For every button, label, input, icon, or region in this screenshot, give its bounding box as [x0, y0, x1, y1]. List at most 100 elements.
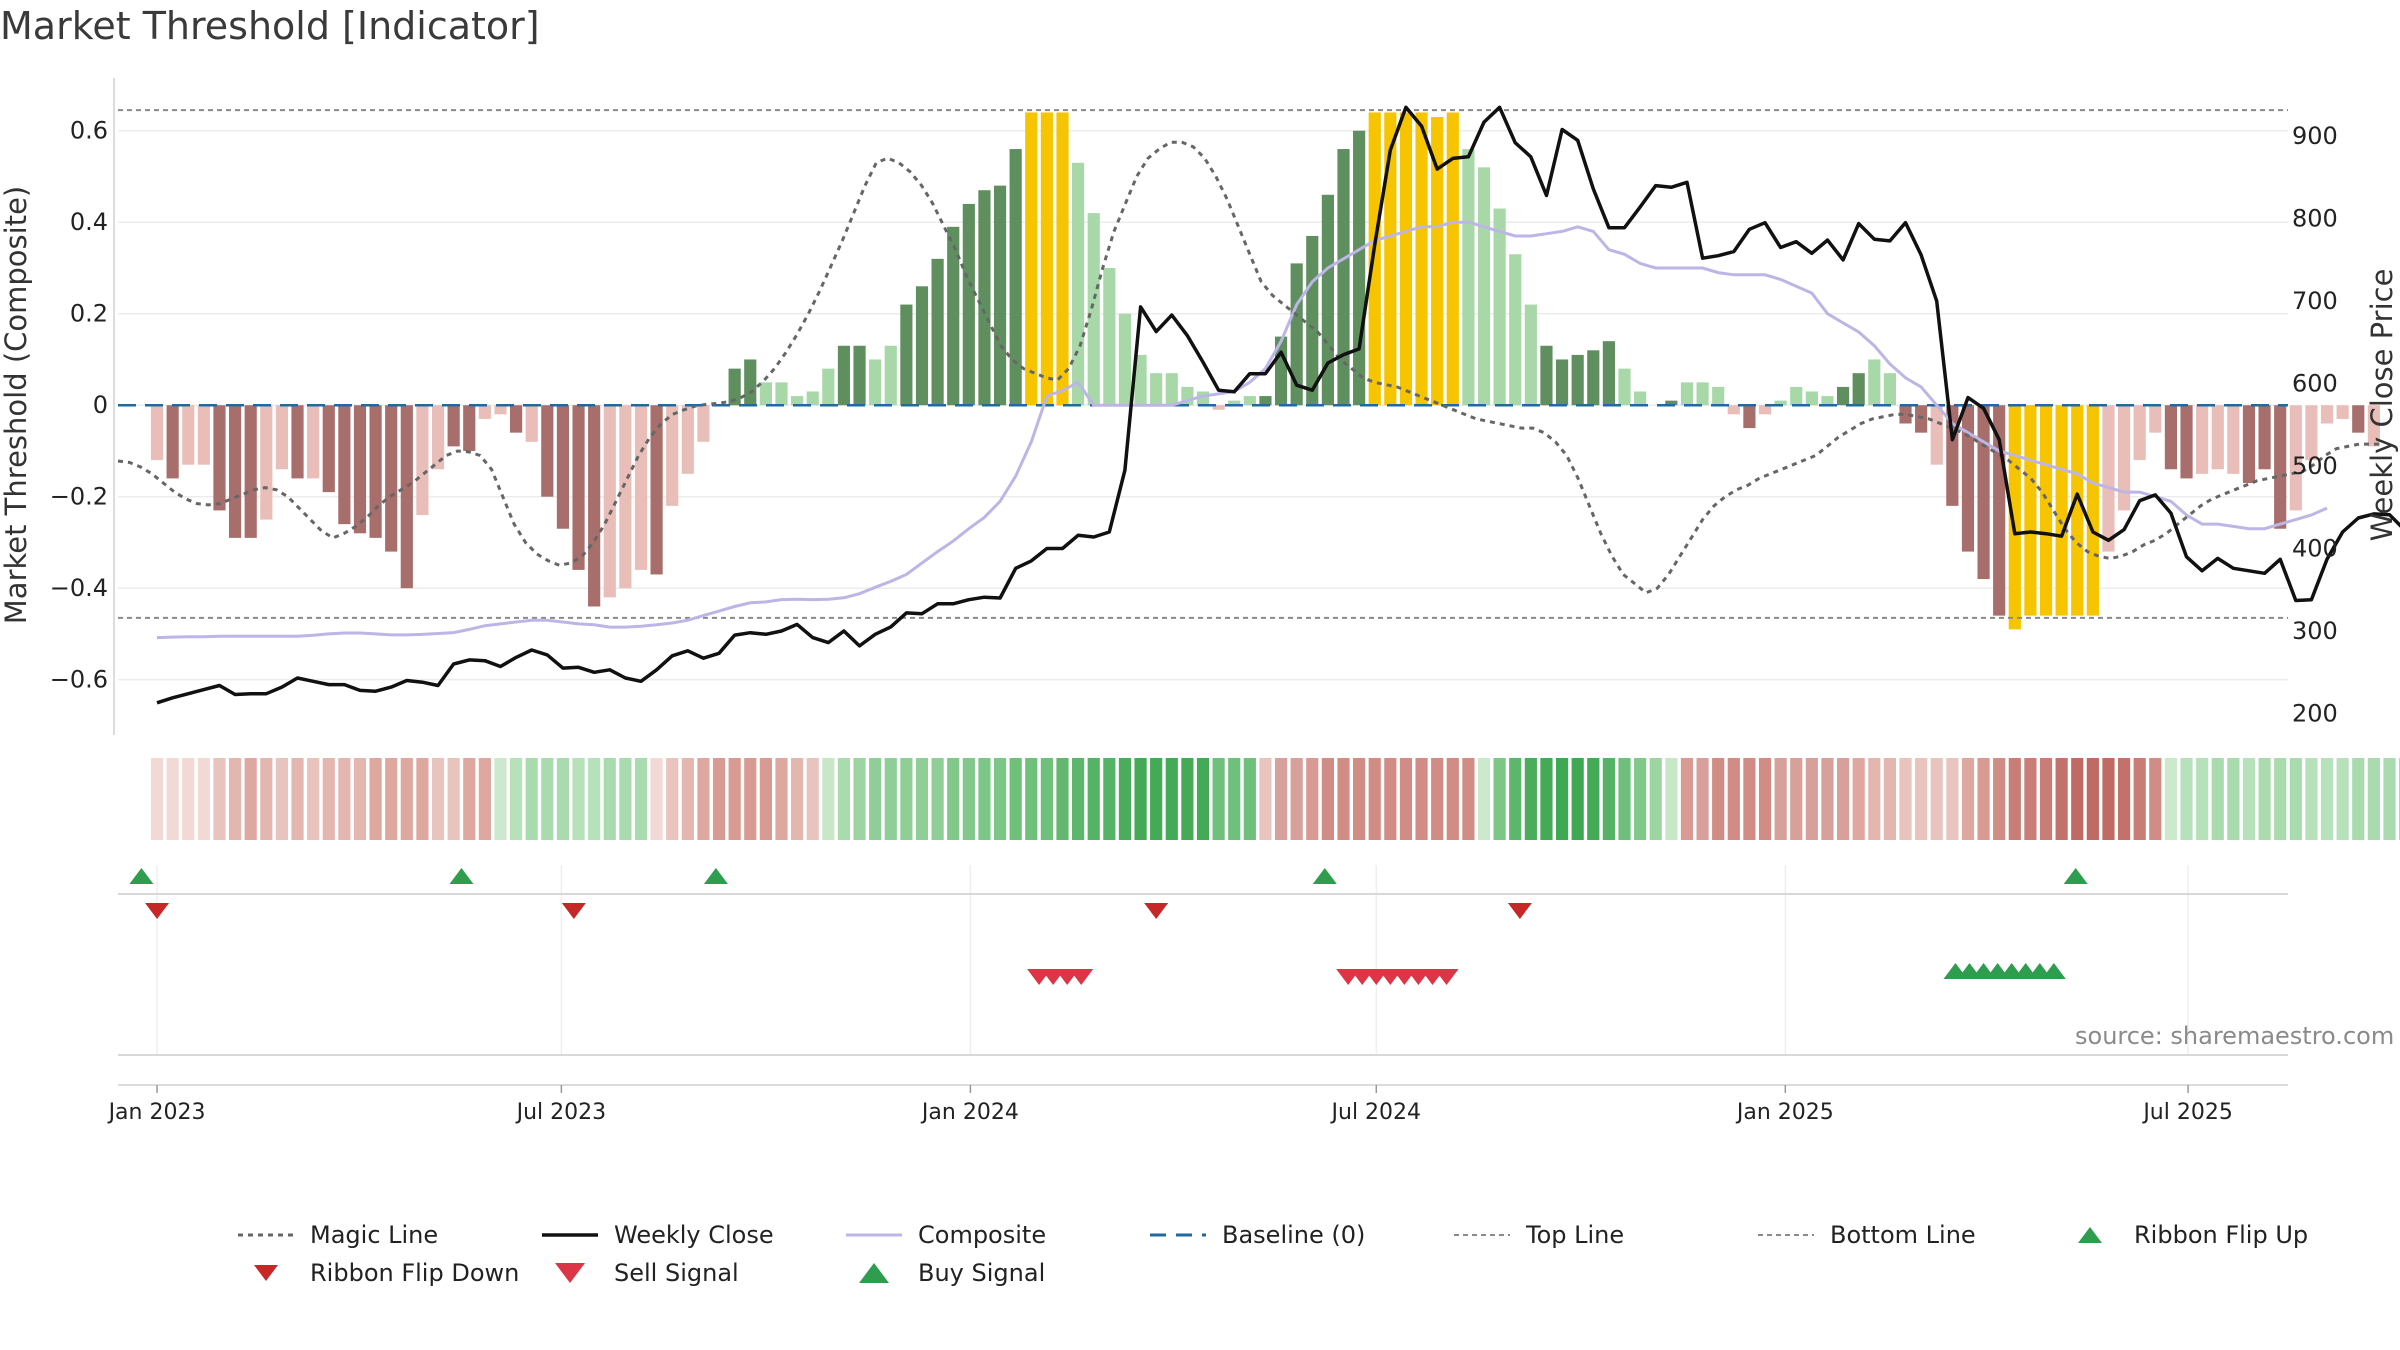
composite-bar: [650, 405, 663, 575]
composite-bar: [385, 405, 398, 552]
composite-bar: [2258, 405, 2271, 470]
legend-swatch: [859, 1263, 889, 1283]
composite-bar: [2180, 405, 2193, 479]
composite-bar: [150, 405, 164, 461]
composite-bar: [1852, 373, 1865, 406]
y2-tick-label: 600: [2292, 370, 2338, 398]
ribbon-cell: [1743, 758, 1756, 840]
composite-bar: [431, 405, 445, 470]
legend-item-sell: Sell Signal: [555, 1259, 739, 1287]
ribbon-cell: [1680, 758, 1694, 840]
composite-bar: [1118, 313, 1132, 406]
legend-label: Sell Signal: [614, 1259, 739, 1287]
composite-bar: [1836, 386, 1850, 406]
ribbon-cell: [166, 758, 179, 840]
ribbon-cell: [463, 758, 476, 840]
composite-bar: [572, 405, 585, 570]
legend-label: Baseline (0): [1222, 1221, 1365, 1249]
ribbon-cell: [1571, 758, 1584, 840]
composite-bar: [447, 405, 460, 447]
ribbon-cell: [2242, 758, 2256, 840]
composite-bar: [2149, 405, 2162, 433]
ribbon-cell: [2383, 758, 2396, 840]
composite-bar: [1961, 405, 1975, 552]
composite-bar: [260, 405, 273, 520]
composite-bar: [931, 258, 944, 406]
legend-label: Weekly Close: [614, 1221, 774, 1249]
composite-bar: [1665, 400, 1678, 406]
ribbon-cell: [494, 758, 507, 840]
composite-bar: [1868, 359, 1881, 406]
ribbon-cell: [634, 758, 648, 840]
composite-bar: [822, 368, 835, 406]
ribbon-cell: [385, 758, 398, 840]
ribbon-cell: [1337, 758, 1350, 840]
legend-item-magic: Magic Line: [238, 1221, 438, 1249]
y-axis-label: Market Threshold (Composite): [0, 186, 33, 624]
y-tick-label: −0.6: [50, 666, 108, 694]
ribbon-cell: [1306, 758, 1319, 840]
ribbon-cell: [1368, 758, 1381, 840]
ribbon-cell: [2180, 758, 2193, 840]
composite-bar: [1899, 405, 1912, 424]
ribbon-cell: [478, 758, 491, 840]
x-tick-label: Jul 2023: [515, 1100, 607, 1125]
composite-bar: [2102, 405, 2115, 552]
composite-bar: [1477, 167, 1491, 406]
composite-bar: [1727, 405, 1740, 415]
ribbon-cell: [1290, 758, 1303, 840]
composite-bar: [1072, 162, 1085, 406]
composite-bar: [1134, 354, 1147, 406]
composite-bar: [400, 405, 413, 589]
composite-bar: [947, 226, 960, 406]
ribbon-cell: [1212, 758, 1225, 840]
ribbon-cell: [915, 758, 929, 840]
composite-bar: [2289, 405, 2302, 511]
ribbon-cell: [712, 758, 726, 840]
composite-bar: [2024, 405, 2037, 616]
composite-bar: [556, 405, 570, 529]
ribbon-cell: [275, 758, 289, 840]
composite-bar: [213, 405, 226, 511]
ribbon-flip-up-marker: [703, 868, 728, 884]
x-tick-label: Jan 2025: [1735, 1100, 1834, 1125]
composite-bar: [463, 405, 476, 451]
composite-bar: [1368, 112, 1381, 406]
composite-bar: [744, 359, 757, 406]
composite-bar: [1415, 112, 1428, 406]
composite-bar: [510, 405, 523, 433]
reference-lines: [118, 109, 2288, 619]
composite-bar: [2055, 405, 2068, 616]
composite-bar: [1462, 149, 1475, 406]
x-tick-label: Jan 2023: [107, 1100, 206, 1125]
ribbon-cell: [1103, 758, 1116, 840]
composite-bar: [1696, 382, 1709, 406]
composite-bar: [2164, 405, 2178, 470]
composite-bar: [2086, 405, 2099, 616]
ribbon-flip-down-marker: [561, 903, 586, 919]
composite-bar: [869, 359, 882, 406]
ribbon-cell: [1634, 758, 1647, 840]
composite-bar: [1743, 405, 1756, 429]
ribbon-cell: [291, 758, 304, 840]
ribbon-cell: [1196, 758, 1210, 840]
composite-bar: [338, 405, 351, 525]
legend-label: Bottom Line: [1830, 1221, 1976, 1249]
composite-bar: [1321, 194, 1334, 406]
ribbon-cell: [1509, 758, 1522, 840]
ribbon-cell: [2149, 758, 2162, 840]
ribbon-cell: [619, 758, 632, 840]
composite-bar: [1790, 386, 1803, 406]
ribbon-cell: [1087, 758, 1100, 840]
composite-bar: [1025, 112, 1038, 406]
ribbon-cell: [2274, 758, 2287, 840]
ribbon-flip-up-marker: [2063, 868, 2088, 884]
ribbon-cell: [1477, 758, 1491, 840]
ribbon-cell: [1150, 758, 1163, 840]
ribbon-cell: [759, 758, 772, 840]
ribbon-flip-down-marker: [145, 903, 170, 919]
composite-bar: [1758, 405, 1772, 415]
ribbon-cell: [1649, 758, 1662, 840]
sell-signal-marker: [1069, 969, 1094, 985]
composite-bar: [1618, 368, 1631, 406]
